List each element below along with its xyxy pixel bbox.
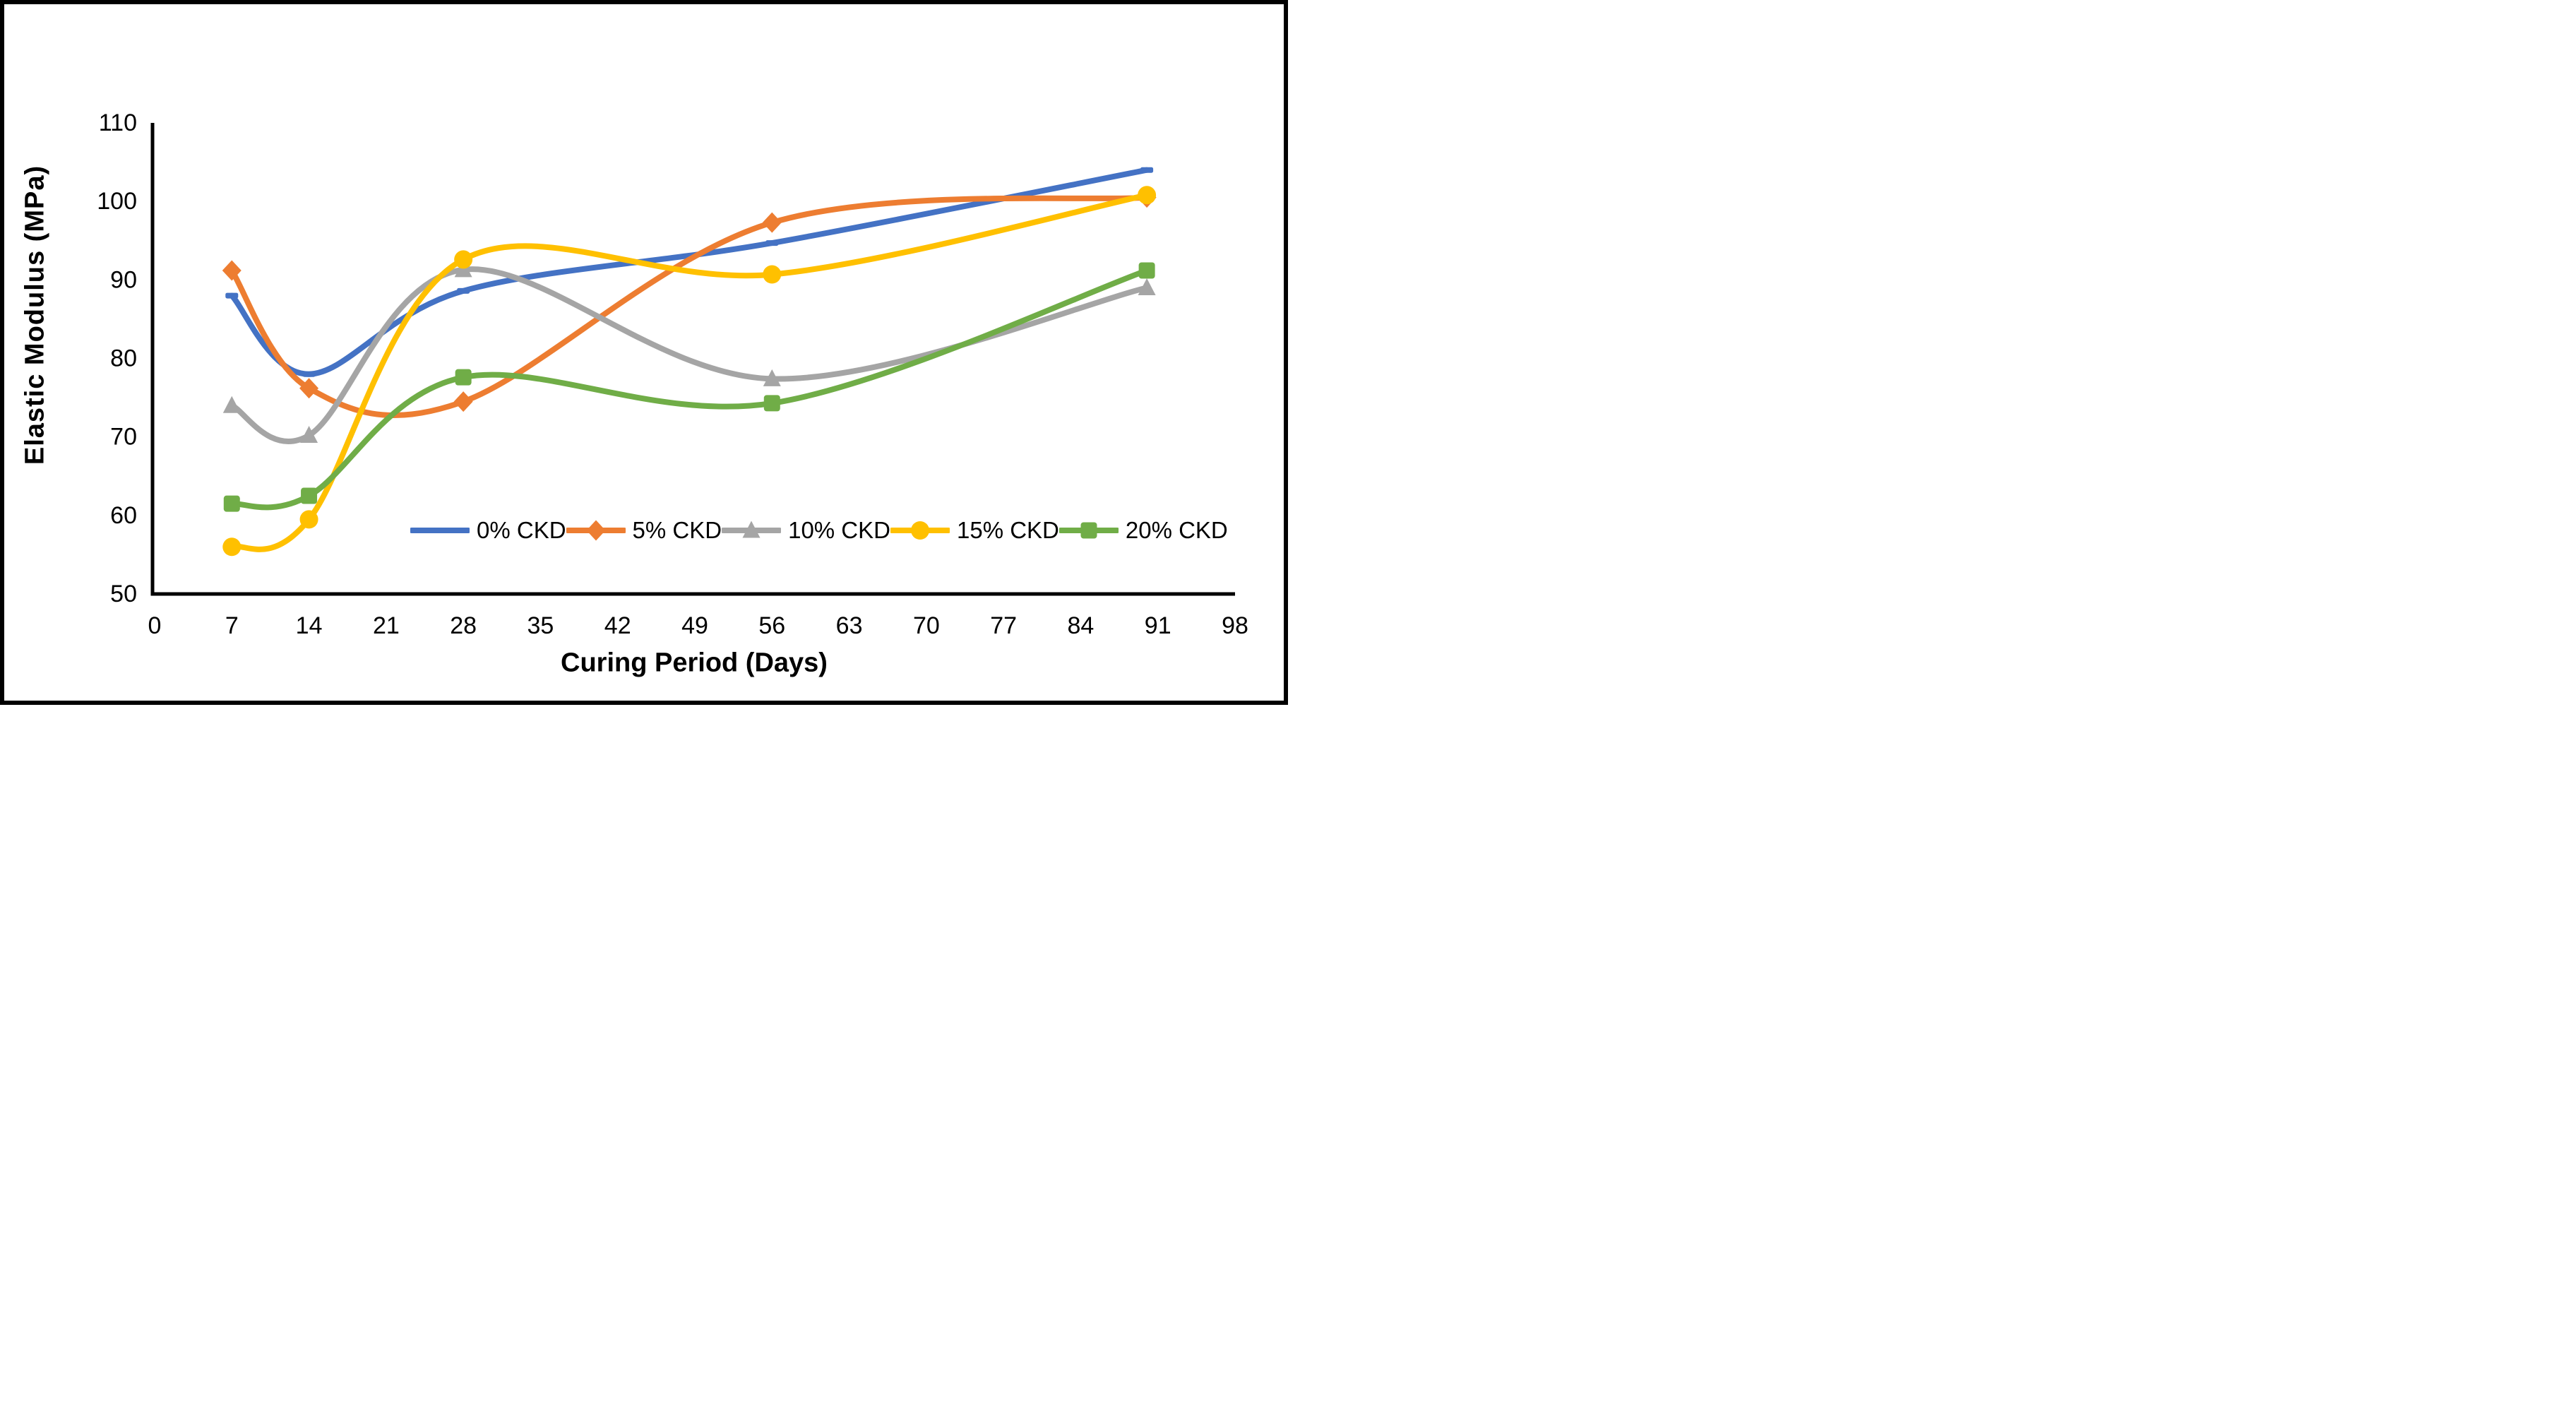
legend-label: 5% CKD	[632, 517, 722, 543]
legend-marker-diamond-icon	[566, 520, 626, 541]
series-2-marker-day-14	[300, 425, 318, 443]
y-tick-label: 70	[110, 424, 137, 451]
legend-marker-shape	[742, 521, 761, 538]
series-1-marker-day-28	[453, 391, 473, 412]
y-tick-label: 100	[97, 188, 137, 215]
series-line-0	[229, 167, 1150, 377]
series-4-marker-day-28	[455, 369, 472, 386]
y-tick-label: 50	[110, 581, 137, 607]
series-1-marker-day-56	[762, 212, 782, 233]
legend-marker-dash-icon	[410, 528, 470, 533]
series-4-marker-day-90	[1138, 262, 1155, 279]
y-tick-label: 110	[99, 109, 137, 136]
legend-marker-shape	[434, 528, 446, 533]
legend-marker-shape	[1080, 522, 1097, 539]
y-tick-label: 60	[110, 502, 137, 529]
legend-label: 20% CKD	[1125, 517, 1228, 543]
x-tick-label: 70	[913, 612, 940, 639]
x-tick-label: 91	[1145, 612, 1171, 639]
x-tick-label: 0	[148, 612, 162, 639]
series-0-marker-day-28	[457, 287, 470, 294]
x-tick-label: 49	[681, 612, 708, 639]
x-tick-label: 35	[527, 612, 554, 639]
x-tick-label: 98	[1222, 612, 1248, 639]
series-2-marker-day-56	[763, 369, 781, 386]
series-3-marker-day-28	[454, 250, 473, 269]
series-3-marker-day-7	[222, 537, 242, 557]
x-tick-label: 7	[225, 612, 239, 639]
legend-label: 0% CKD	[477, 517, 566, 543]
x-tick-label: 84	[1068, 612, 1095, 639]
x-tick-label: 77	[990, 612, 1017, 639]
legend-marker-circle-icon	[890, 521, 950, 540]
x-tick-label: 14	[296, 612, 323, 639]
series-line-1	[229, 194, 1150, 418]
legend-label: 15% CKD	[956, 517, 1059, 543]
legend-marker-triangle-icon	[722, 521, 782, 538]
series-1-marker-day-7	[222, 260, 242, 281]
plot-area: 50 60 70 80 90 100 110 0 7 14 21 28 35 42 49 56 63 70 77 84…	[97, 109, 1248, 639]
series-0-marker-day-14	[302, 371, 316, 377]
series-4-marker-day-56	[763, 395, 780, 412]
legend-label: 10% CKD	[788, 517, 890, 543]
series-0-marker-day-56	[765, 240, 779, 246]
y-tick-label: 80	[110, 345, 137, 372]
legend-marker-shape	[586, 520, 606, 541]
series-4-marker-day-7	[223, 495, 240, 512]
series-line-3	[229, 192, 1150, 552]
series-2-marker-day-7	[222, 396, 241, 413]
series-0-marker-day-7	[225, 292, 239, 299]
x-tick-label: 56	[758, 612, 785, 639]
x-tick-label: 28	[450, 612, 477, 639]
x-tick-label: 21	[373, 612, 400, 639]
x-tick-label: 42	[604, 612, 631, 639]
legend-marker-square-icon	[1059, 522, 1119, 539]
legend-item-3: 15% CKD	[890, 517, 1059, 544]
y-tick-label: 90	[110, 266, 137, 293]
legend: 0% CKD 5% CKD 10% CKD 15% CKD 20% CKD	[410, 514, 1228, 547]
series-3-marker-day-56	[763, 265, 782, 284]
legend-item-2: 10% CKD	[722, 517, 890, 544]
legend-item-4: 20% CKD	[1059, 517, 1228, 544]
x-tick-label: 63	[836, 612, 863, 639]
legend-item-1: 5% CKD	[566, 517, 722, 544]
series-3-marker-day-90	[1138, 186, 1157, 205]
series-0-marker-day-90	[1140, 167, 1154, 173]
series-4-marker-day-14	[301, 487, 318, 504]
legend-item-0: 0% CKD	[410, 517, 566, 544]
series-1-marker-day-14	[299, 378, 319, 399]
chart-figure: 50 60 70 80 90 100 110 0 7 14 21 28 35 42 49 56 63 70 77 84…	[0, 0, 1288, 705]
y-axis-title: Elastic Modulus (MPa)	[20, 165, 50, 465]
series-3-marker-day-14	[299, 510, 318, 529]
series-2-marker-day-90	[1138, 278, 1156, 295]
x-axis-title: Curing Period (Days)	[561, 648, 828, 678]
legend-marker-shape	[910, 521, 929, 540]
